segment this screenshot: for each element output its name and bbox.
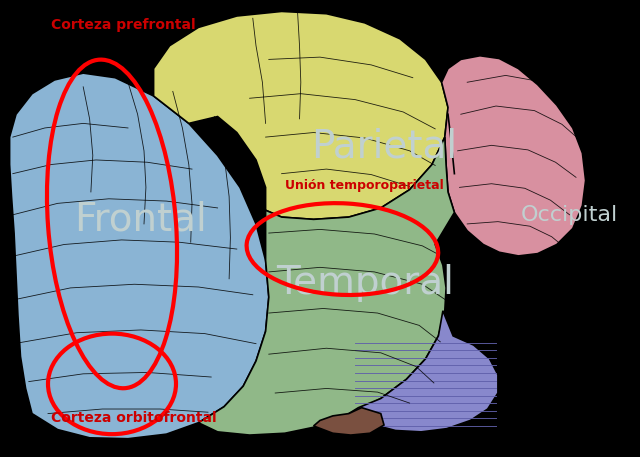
Polygon shape xyxy=(10,73,269,439)
Text: Corteza orbitofrontal: Corteza orbitofrontal xyxy=(51,411,217,425)
Text: Frontal: Frontal xyxy=(74,200,207,239)
Polygon shape xyxy=(314,408,384,435)
Text: Corteza prefrontal: Corteza prefrontal xyxy=(51,18,196,32)
Polygon shape xyxy=(442,56,586,256)
Text: Temporal: Temporal xyxy=(276,264,454,303)
Text: Occipital: Occipital xyxy=(521,205,618,225)
Polygon shape xyxy=(349,311,498,432)
Polygon shape xyxy=(154,11,448,219)
Text: Parietal: Parietal xyxy=(311,127,457,165)
Polygon shape xyxy=(198,137,454,435)
Text: Unión temporoparietal: Unión temporoparietal xyxy=(285,179,444,191)
